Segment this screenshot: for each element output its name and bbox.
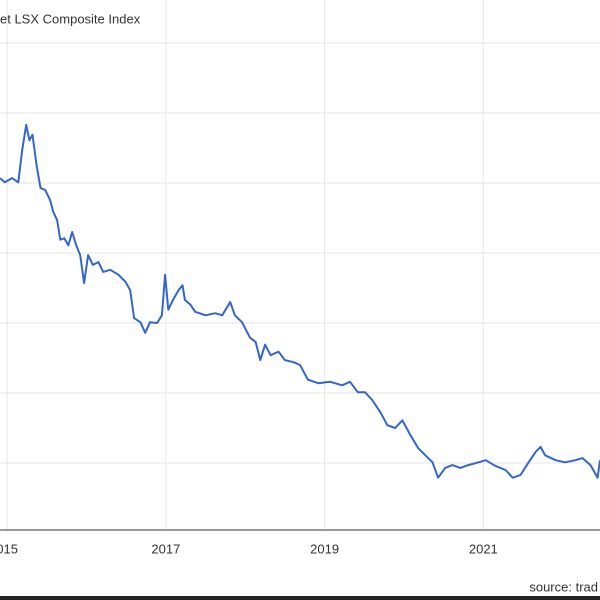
x-tick-label: 2019 [310,541,339,556]
x-tick-label: 015 [0,541,18,556]
source: source: trad [529,579,598,594]
series-line [0,123,600,479]
x-tick-label: 2021 [469,541,498,556]
x-tick-label: 2017 [151,541,180,556]
bottom-bar [0,596,600,600]
chart-title: et LSX Composite Index [0,11,141,26]
